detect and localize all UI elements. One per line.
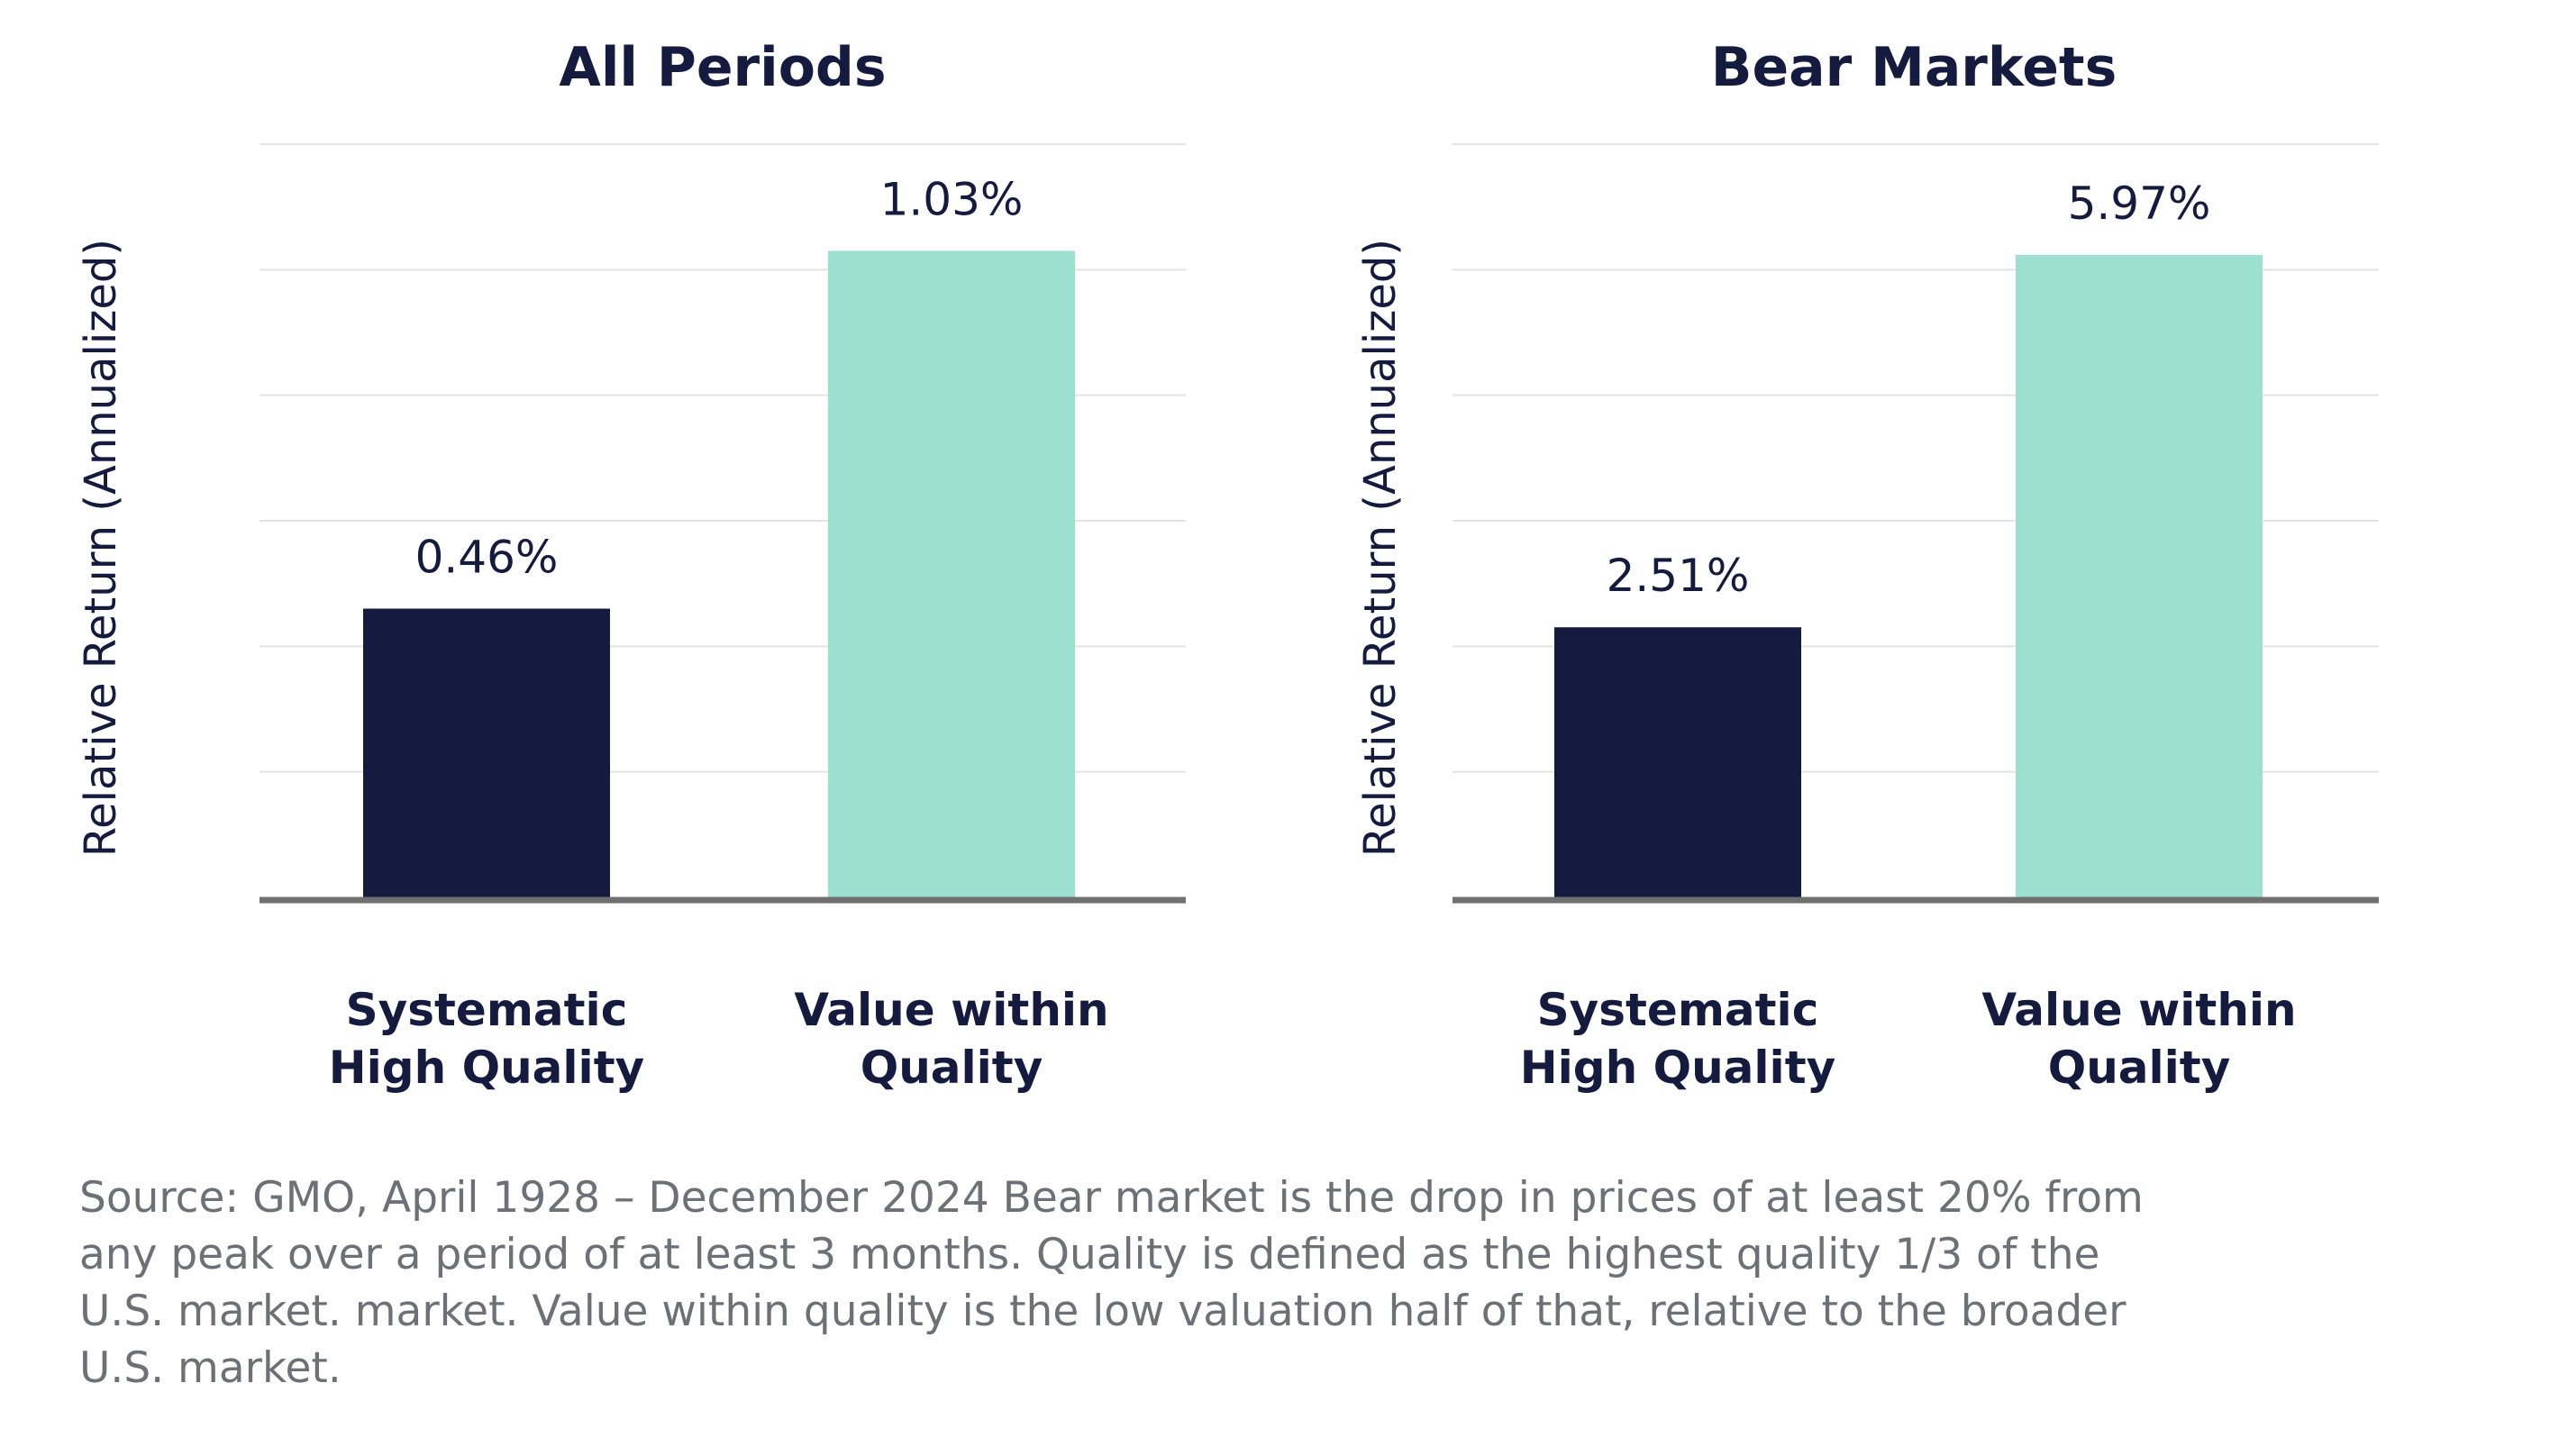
bar-1 <box>363 608 610 897</box>
chart-title: All Periods <box>559 36 886 99</box>
y-axis-title: Relative Return (Annualized) <box>76 239 126 857</box>
y-axis-title: Relative Return (Annualized) <box>1355 239 1406 857</box>
bar-2 <box>2016 255 2263 897</box>
data-label: 0.46% <box>415 532 559 584</box>
source-note: Source: GMO, April 1928 – December 2024 … <box>79 1173 2144 1393</box>
data-label: 1.03% <box>880 173 1024 225</box>
bar-1 <box>1554 627 1801 897</box>
category-label: Systematic High Quality <box>329 984 644 1094</box>
category-label: Systematic High Quality <box>1520 984 1835 1094</box>
data-label: 5.97% <box>2068 177 2211 230</box>
bar-2 <box>828 250 1075 897</box>
data-label: 2.51% <box>1607 550 1750 602</box>
category-label: Value within Quality <box>794 984 1108 1094</box>
chart-panel-1: All Periods Relative Return (Annualized) 0… <box>76 36 1186 1094</box>
chart-title: Bear Markets <box>1711 36 2117 99</box>
chart-panel-2: Bear Markets Relative Return (Annualized)… <box>1355 36 2379 1094</box>
category-label: Value within Quality <box>1981 984 2296 1094</box>
